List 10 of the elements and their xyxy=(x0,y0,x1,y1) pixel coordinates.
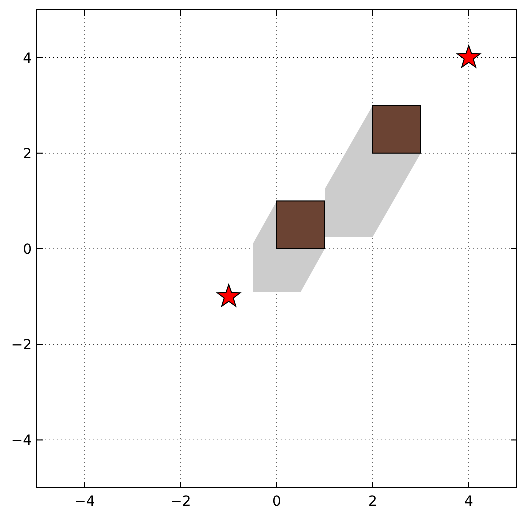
y-tick-label: 0 xyxy=(23,242,32,258)
y-tick-label: 4 xyxy=(23,50,32,67)
x-tick-label: 0 xyxy=(272,494,282,510)
y-tick-label: 2 xyxy=(23,146,32,162)
y-tick-label: −2 xyxy=(11,338,32,354)
y-tick-label: −4 xyxy=(11,433,32,450)
x-tick-label: −4 xyxy=(74,494,96,510)
x-tick-label: 2 xyxy=(368,494,378,510)
x-tick-label: 4 xyxy=(464,494,474,510)
x-tick-label: −2 xyxy=(170,494,192,510)
